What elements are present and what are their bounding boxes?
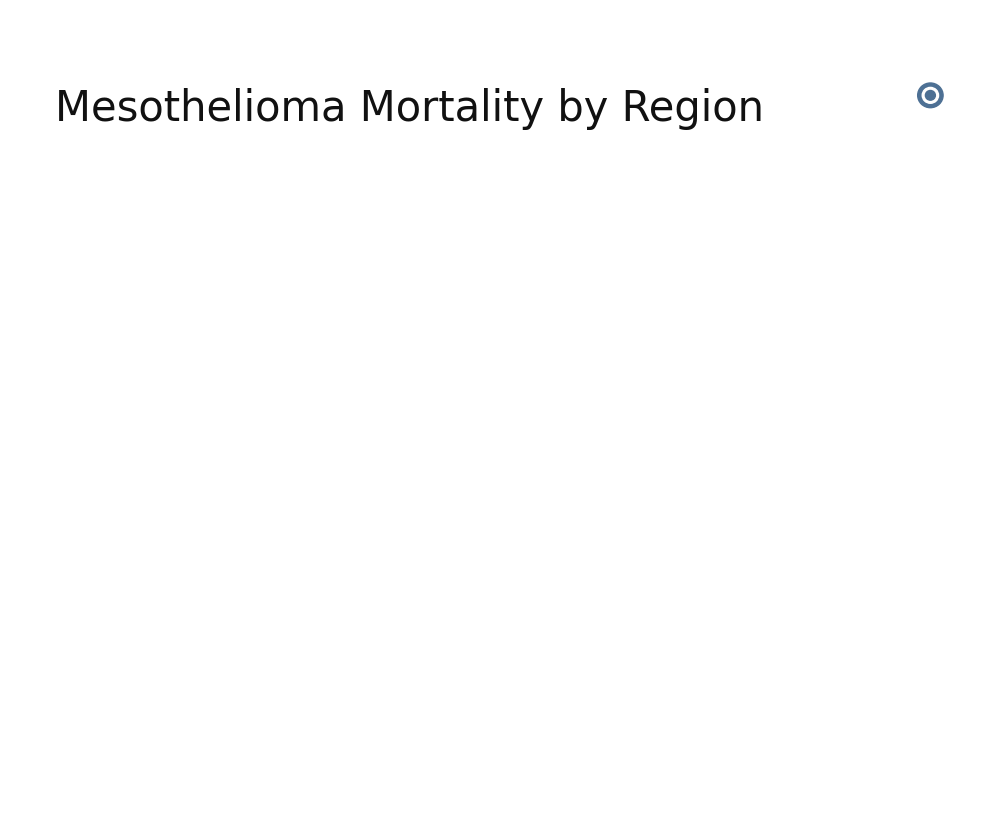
- Circle shape: [922, 87, 938, 103]
- Circle shape: [917, 83, 943, 108]
- Text: MW: MW: [904, 48, 957, 72]
- Ellipse shape: [898, 79, 963, 112]
- Text: Mesothelioma Mortality by Region: Mesothelioma Mortality by Region: [55, 88, 764, 130]
- Circle shape: [925, 91, 935, 100]
